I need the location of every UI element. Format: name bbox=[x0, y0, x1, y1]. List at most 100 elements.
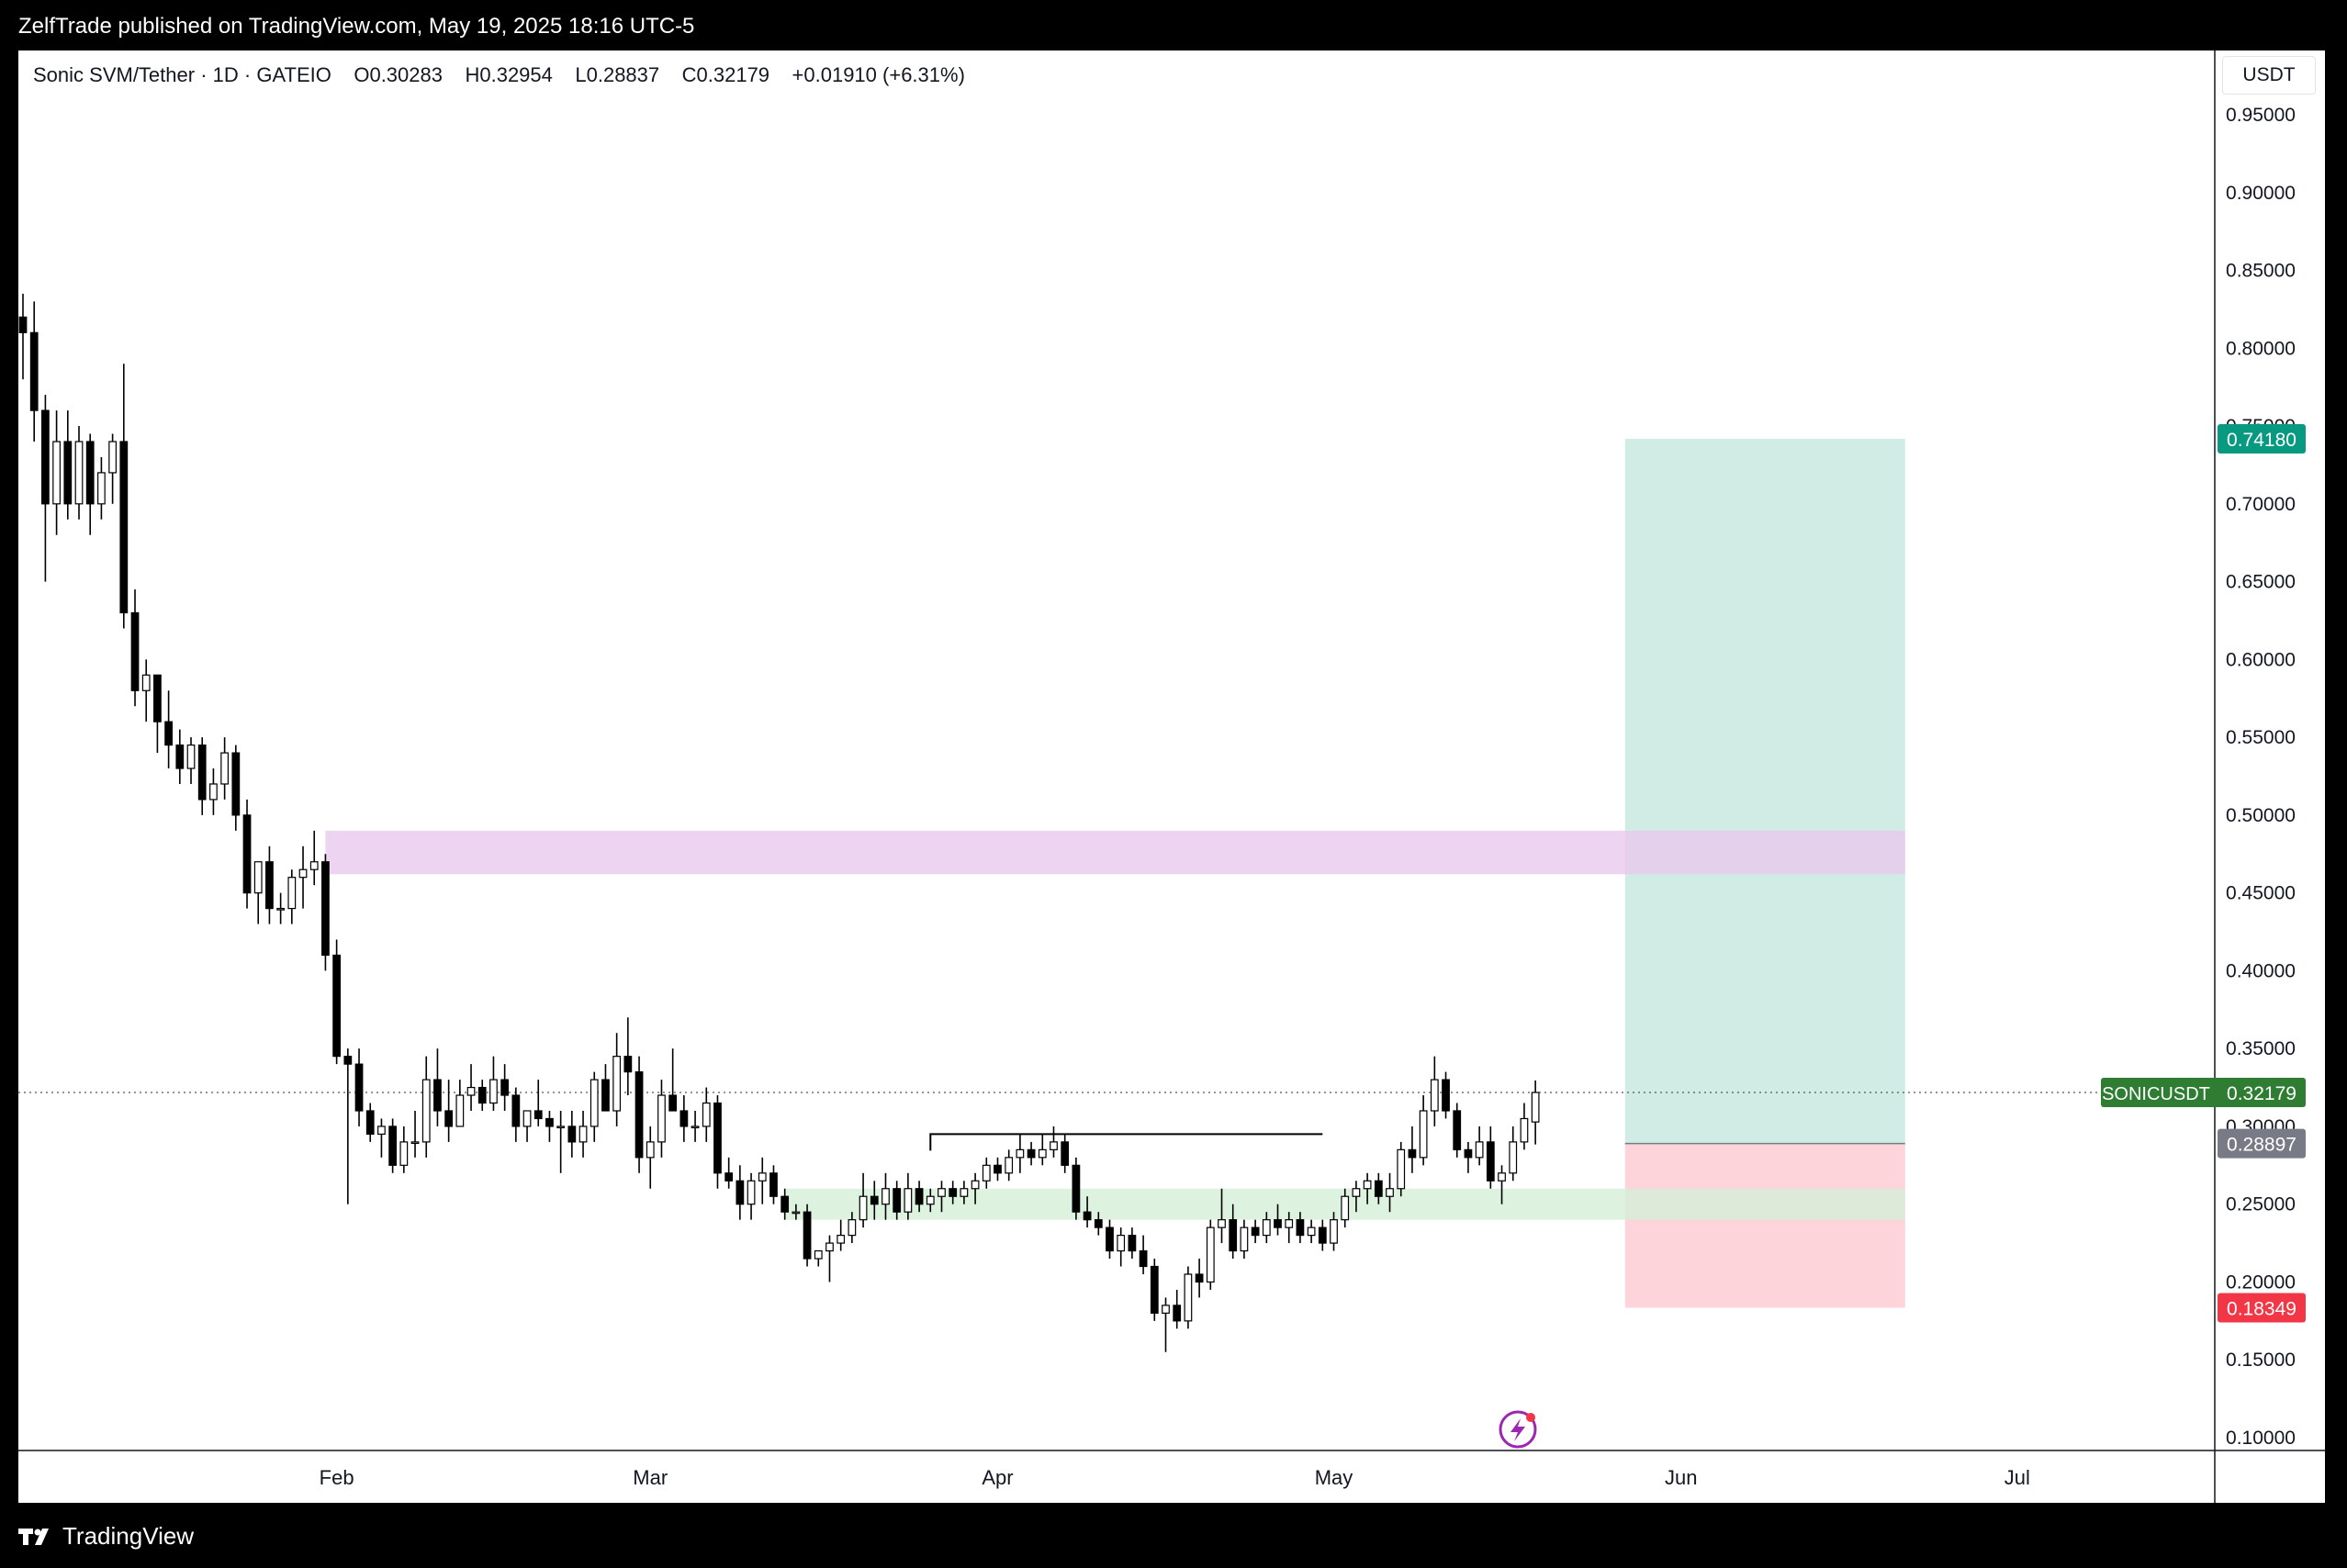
y-tick-label: 0.45000 bbox=[2226, 883, 2296, 904]
ohlc-high: H0.32954 bbox=[465, 63, 553, 86]
y-tick-label: 0.90000 bbox=[2226, 183, 2296, 204]
candle-body bbox=[466, 1086, 476, 1096]
candle-body bbox=[994, 1164, 1002, 1174]
candle-body bbox=[1296, 1219, 1305, 1237]
candle-body bbox=[489, 1079, 498, 1104]
candle-body bbox=[141, 674, 151, 691]
candle-body bbox=[444, 1110, 454, 1127]
candle-body bbox=[1106, 1226, 1114, 1252]
candle-body bbox=[1072, 1164, 1081, 1213]
candle-body bbox=[1094, 1219, 1103, 1228]
candle-body bbox=[758, 1172, 767, 1182]
candle-body bbox=[410, 1141, 420, 1144]
candle-body bbox=[657, 1094, 666, 1143]
lightning-icon bbox=[1499, 1410, 1537, 1449]
candle-body bbox=[623, 1056, 633, 1073]
ohlc-change: +0.01910 (+6.31%) bbox=[792, 63, 965, 86]
stop-zone bbox=[1624, 1143, 1905, 1308]
candle-body bbox=[1050, 1141, 1058, 1150]
candle-body bbox=[780, 1195, 790, 1213]
candle-body bbox=[1475, 1141, 1484, 1159]
candle-body bbox=[253, 861, 263, 894]
candle-body bbox=[679, 1110, 689, 1127]
candle-body bbox=[1083, 1211, 1092, 1221]
y-tick-label: 0.25000 bbox=[2226, 1194, 2296, 1215]
candle-body bbox=[1430, 1079, 1439, 1112]
symbol-interval[interactable]: 1D bbox=[212, 63, 239, 86]
resistance-zone bbox=[325, 830, 1905, 875]
y-tick-label: 0.55000 bbox=[2226, 727, 2296, 748]
candle-body bbox=[343, 1056, 353, 1065]
candle-body bbox=[511, 1094, 521, 1127]
candle-body bbox=[332, 954, 342, 1058]
candle-body bbox=[915, 1188, 924, 1205]
symbol-header[interactable]: Sonic SVM/Tether · 1D · GATEIO O0.30283 … bbox=[33, 63, 965, 87]
symbol-name[interactable]: Sonic SVM/Tether bbox=[33, 63, 196, 86]
y-tick-label: 0.95000 bbox=[2226, 105, 2296, 126]
candle-body bbox=[220, 752, 230, 785]
last-price-label: 0.32179 bbox=[2227, 1083, 2296, 1104]
tradingview-logo-icon bbox=[18, 1528, 49, 1545]
x-tick-label: Jun bbox=[1665, 1466, 1697, 1489]
candle-body bbox=[1285, 1219, 1294, 1228]
y-tick-label: 0.85000 bbox=[2226, 261, 2296, 282]
tradingview-brand[interactable]: TradingView bbox=[18, 1522, 194, 1551]
candle-body bbox=[522, 1110, 532, 1127]
candle-body bbox=[1330, 1219, 1338, 1244]
candle-body bbox=[578, 1126, 588, 1143]
candle-body bbox=[848, 1219, 857, 1237]
candle-body bbox=[1408, 1148, 1417, 1159]
candle-body bbox=[197, 744, 207, 801]
candle-body bbox=[971, 1180, 980, 1190]
candle-body bbox=[1486, 1141, 1495, 1182]
candle-body bbox=[354, 1063, 364, 1112]
candle-body bbox=[1251, 1226, 1260, 1237]
candle-body bbox=[388, 1126, 398, 1166]
y-tick-label: 0.20000 bbox=[2226, 1271, 2296, 1293]
x-tick-label: Mar bbox=[633, 1466, 668, 1489]
candle-body bbox=[1027, 1148, 1036, 1159]
candle-body bbox=[1206, 1226, 1215, 1283]
candle-body bbox=[533, 1110, 543, 1120]
ohlc-open: O0.30283 bbox=[354, 63, 443, 86]
candle-body bbox=[1453, 1110, 1462, 1150]
candle-body bbox=[477, 1086, 487, 1104]
x-tick-label: Feb bbox=[320, 1466, 354, 1489]
candle-body bbox=[1218, 1219, 1226, 1228]
candle-body bbox=[814, 1249, 823, 1260]
chart-frame[interactable]: 0.10000 0.15000 0.20000 0.25000 0.30000 0.350… bbox=[18, 50, 2325, 1503]
candle-body bbox=[545, 1117, 554, 1127]
candle-body bbox=[1318, 1226, 1327, 1244]
candle-body bbox=[904, 1188, 913, 1213]
candle-body bbox=[1240, 1226, 1249, 1252]
candle-body bbox=[825, 1242, 834, 1252]
candle-body bbox=[926, 1195, 935, 1205]
entry-price-label: 0.28897 bbox=[2227, 1135, 2296, 1156]
header-gap bbox=[775, 63, 786, 86]
stop-price-label: 0.18349 bbox=[2227, 1298, 2296, 1319]
candle-body bbox=[859, 1195, 868, 1221]
candle-body bbox=[1509, 1141, 1518, 1174]
candle-body bbox=[1531, 1092, 1540, 1123]
candle-body bbox=[792, 1211, 801, 1215]
candle-body bbox=[1162, 1305, 1170, 1314]
stop-price-label-bg bbox=[2218, 1293, 2306, 1323]
candle-body bbox=[949, 1188, 958, 1197]
candle-body bbox=[265, 861, 274, 910]
currency-button[interactable]: USDT bbox=[2222, 56, 2316, 95]
candle-body bbox=[960, 1188, 969, 1197]
x-tick-label: Jul bbox=[2004, 1466, 2030, 1489]
candle-body bbox=[702, 1102, 711, 1127]
candle-body bbox=[74, 441, 84, 505]
candle-body bbox=[1128, 1235, 1137, 1252]
target-price-label: 0.74180 bbox=[2227, 430, 2296, 451]
candle-body bbox=[982, 1164, 991, 1182]
candlestick-chart[interactable]: 0.100000.150000.200000.250000.300000.350… bbox=[18, 50, 2325, 1503]
y-tick-label: 0.70000 bbox=[2226, 494, 2296, 515]
candle-body bbox=[634, 1071, 644, 1159]
candle-body bbox=[769, 1172, 778, 1197]
candle-body bbox=[1419, 1110, 1428, 1159]
candle-body bbox=[1341, 1195, 1350, 1221]
candle-body bbox=[870, 1195, 879, 1205]
axis-layer: 0.100000.150000.200000.250000.300000.350… bbox=[18, 50, 2325, 1503]
